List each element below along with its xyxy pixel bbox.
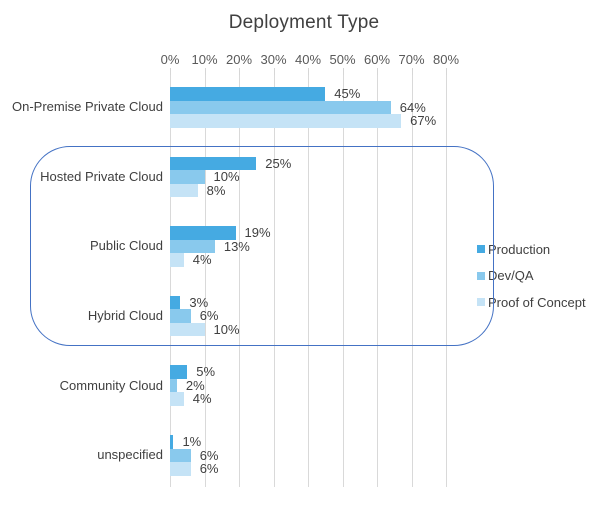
bar-value-label: 10%: [213, 169, 240, 185]
gridline: [342, 75, 344, 487]
bar-proof-of-concept: [170, 183, 198, 198]
x-axis-tick-mark: [170, 68, 171, 75]
x-axis-tick-label: 0%: [160, 52, 180, 67]
bar-value-label: 4%: [192, 252, 212, 268]
legend-item: Proof of Concept: [477, 289, 607, 316]
bar-production: [170, 435, 174, 449]
bar-value-label: 19%: [244, 225, 271, 241]
bar-proof-of-concept: [170, 392, 184, 406]
bar-proof-of-concept: [170, 253, 184, 267]
legend-swatch: [477, 271, 485, 280]
gridline: [239, 75, 240, 487]
plot-area: On-Premise Private Cloud 45% 64% 67% Hosted …: [0, 75, 608, 487]
bar-dev-qa: [170, 170, 205, 184]
bar-proof-of-concept: [170, 462, 191, 476]
bar-proof-of-concept: [170, 114, 402, 128]
bar-proof-of-concept: [170, 322, 205, 337]
gridline: [446, 75, 447, 487]
legend-item: Production: [477, 236, 607, 263]
bar-dev-qa: [170, 378, 177, 393]
x-axis-tick-mark: [239, 68, 240, 75]
category-label: Hybrid Cloud: [87, 308, 163, 324]
category-label: Hosted Private Cloud: [40, 168, 163, 184]
gridline: [308, 75, 309, 487]
bar-production: [170, 87, 326, 101]
bar-dev-qa: [170, 239, 215, 254]
highlight-annotation-box: [30, 146, 494, 346]
x-axis-tick-mark: [446, 68, 447, 75]
bar-value-label: 6%: [199, 447, 219, 463]
gridline: [170, 75, 171, 487]
bar-production: [170, 226, 236, 240]
bar-production: [170, 365, 188, 379]
bar-value-label: 6%: [199, 461, 219, 476]
bar-production: [170, 156, 257, 171]
bar-value-label: 5%: [196, 364, 216, 380]
chart-title: Deployment Type: [228, 12, 380, 33]
bar-value-label: 6%: [199, 308, 219, 324]
gridline: [204, 75, 206, 487]
legend-label: Production: [488, 241, 551, 257]
x-axis-tick-mark: [411, 68, 413, 75]
x-axis-tick-mark: [273, 68, 275, 75]
bar-value-label: 8%: [206, 182, 226, 198]
bar-value-label: 13%: [223, 238, 250, 254]
x-axis-tick-label: 80%: [432, 52, 460, 67]
bar-value-label: 10%: [213, 321, 240, 337]
x-axis-tick-label: 50%: [329, 52, 356, 67]
bar-value-label: 67%: [410, 113, 437, 128]
bar-value-label: 64%: [399, 99, 426, 115]
bar-value-label: 45%: [334, 86, 361, 101]
x-axis-tick-mark: [204, 68, 206, 75]
bar-value-label: 2%: [185, 377, 205, 393]
x-axis-tick-label: 20%: [225, 52, 253, 67]
gridline: [273, 75, 275, 487]
category-label: Public Cloud: [90, 238, 163, 254]
x-axis-tick-mark: [377, 68, 378, 75]
x-axis-tick-label: 10%: [191, 52, 218, 67]
legend-item: Dev/QA: [477, 263, 607, 290]
bar-value-label: 25%: [265, 155, 292, 171]
x-axis-tick-label: 30%: [260, 52, 287, 67]
bar-value-label: 4%: [192, 391, 212, 407]
x-axis-tick-label: 70%: [398, 52, 425, 67]
category-label: Community Cloud: [59, 377, 163, 393]
x-axis-tick-mark: [342, 68, 344, 75]
category-label: On-Premise Private Cloud: [12, 99, 163, 115]
bar-value-label: 3%: [189, 294, 209, 310]
legend-swatch: [477, 245, 485, 254]
x-axis-tick-label: 40%: [294, 52, 322, 67]
gridline: [377, 75, 378, 487]
bar-production: [170, 295, 181, 310]
bar-dev-qa: [170, 309, 191, 323]
legend-label: Proof of Concept: [488, 294, 586, 310]
bar-dev-qa: [170, 448, 191, 462]
x-axis-tick-label: 60%: [363, 52, 391, 67]
legend-label: Dev/QA: [488, 268, 534, 284]
bar-dev-qa: [170, 100, 391, 114]
x-axis-tick-mark: [308, 68, 309, 75]
category-label: unspecified: [97, 447, 163, 463]
legend-swatch: [477, 298, 485, 307]
legend: Production Dev/QA Proof of Concept: [477, 236, 607, 316]
gridline: [411, 75, 413, 487]
bar-value-label: 1%: [182, 434, 202, 449]
